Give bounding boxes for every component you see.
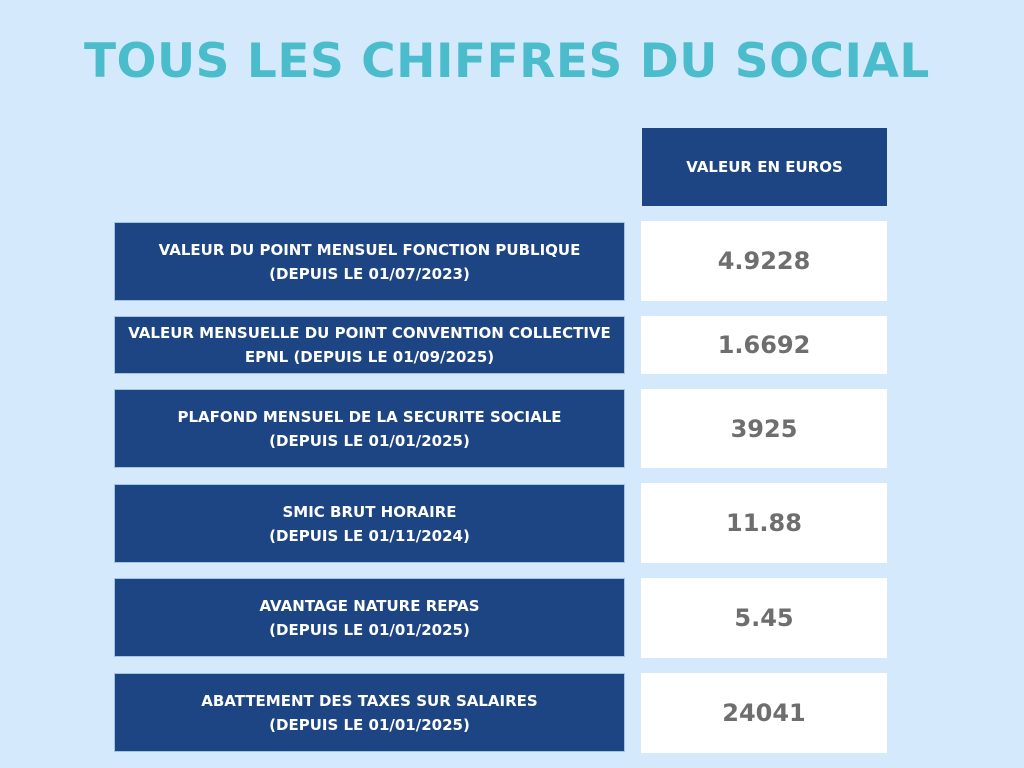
row-label-line1: ABATTEMENT DES TAXES SUR SALAIRES [201, 691, 538, 710]
row-value-avantage-nature-repas: 5.45 [641, 578, 887, 658]
row-label-line1: AVANTAGE NATURE REPAS [259, 596, 480, 615]
row-label-line2: (DEPUIS LE 01/01/2025) [269, 431, 470, 450]
row-label-line2: (DEPUIS LE 01/07/2023) [269, 264, 470, 283]
row-label-line1: VALEUR DU POINT MENSUEL FONCTION PUBLIQU… [158, 240, 581, 259]
row-label-plafond-securite-sociale: PLAFOND MENSUEL DE LA SECURITE SOCIALE (… [114, 389, 625, 468]
row-label-abattement-taxes-salaires: ABATTEMENT DES TAXES SUR SALAIRES (DEPUI… [114, 673, 625, 752]
row-label-line2: EPNL (DEPUIS LE 01/09/2025) [244, 348, 495, 366]
row-value-abattement-taxes-salaires: 24041 [641, 673, 887, 753]
row-label-line1: PLAFOND MENSUEL DE LA SECURITE SOCIALE [177, 407, 562, 426]
row-label-line2: (DEPUIS LE 01/01/2025) [269, 715, 470, 734]
row-value-point-fonction-publique: 4.9228 [641, 221, 887, 301]
row-value-point-convention-collective: 1.6692 [641, 316, 887, 374]
row-label-point-convention-collective: VALEUR MENSUELLE DU POINT CONVENTION COL… [114, 316, 625, 374]
page-title: TOUS LES CHIFFRES DU SOCIAL [84, 34, 930, 89]
row-label-point-fonction-publique: VALEUR DU POINT MENSUEL FONCTION PUBLIQU… [114, 222, 625, 301]
row-label-avantage-nature-repas: AVANTAGE NATURE REPAS (DEPUIS LE 01/01/2… [114, 578, 625, 657]
row-label-line1: SMIC BRUT HORAIRE [282, 502, 457, 521]
row-label-smic-brut-horaire: SMIC BRUT HORAIRE (DEPUIS LE 01/11/2024) [114, 484, 625, 563]
row-value-smic-brut-horaire: 11.88 [641, 483, 887, 563]
row-label-line1: VALEUR MENSUELLE DU POINT CONVENTION COL… [128, 324, 611, 342]
column-header-value: VALEUR EN EUROS [642, 128, 887, 206]
row-label-line2: (DEPUIS LE 01/11/2024) [269, 526, 470, 545]
row-label-line2: (DEPUIS LE 01/01/2025) [269, 620, 470, 639]
row-value-plafond-securite-sociale: 3925 [641, 389, 887, 468]
